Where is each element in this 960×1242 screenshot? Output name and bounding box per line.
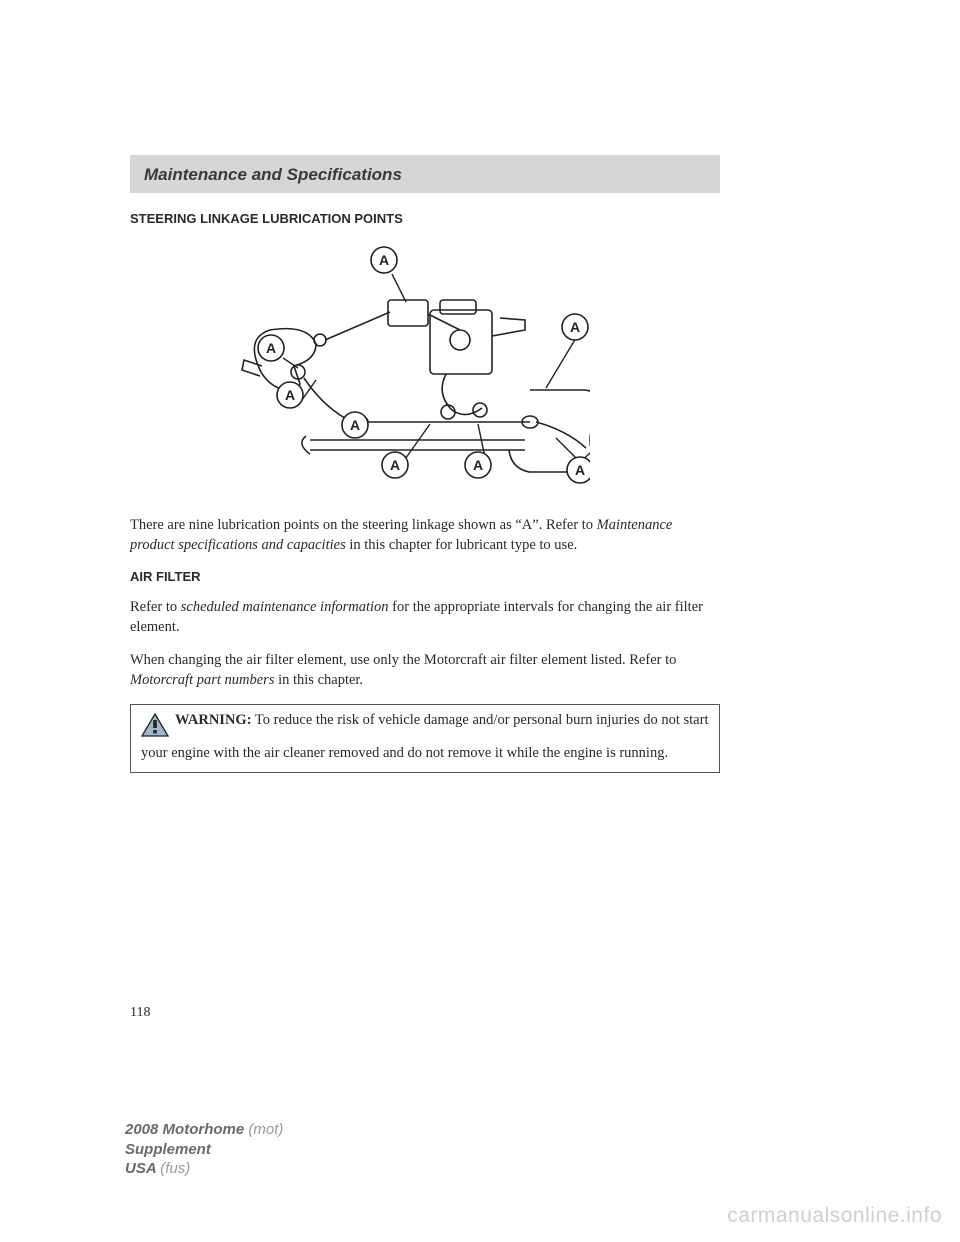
heading-steering-linkage: STEERING LINKAGE LUBRICATION POINTS bbox=[130, 211, 720, 226]
text: Refer to bbox=[130, 599, 181, 615]
footer-line-2: Supplement bbox=[125, 1140, 283, 1160]
svg-text:A: A bbox=[473, 457, 483, 473]
warning-label: WARNING: bbox=[175, 712, 252, 728]
heading-air-filter: AIR FILTER bbox=[130, 569, 720, 584]
warning-box: WARNING: To reduce the risk of vehicle d… bbox=[130, 704, 720, 772]
watermark: carmanualsonline.info bbox=[727, 1204, 942, 1228]
text: When changing the air filter element, us… bbox=[130, 652, 676, 668]
steering-linkage-diagram: A A A A A A A A bbox=[130, 240, 590, 500]
warning-content: WARNING: To reduce the risk of vehicle d… bbox=[141, 712, 708, 761]
svg-text:A: A bbox=[285, 387, 295, 403]
page-number: 118 bbox=[130, 1005, 150, 1021]
text: in this chapter. bbox=[274, 672, 363, 688]
footer-line-3: USA (fus) bbox=[125, 1159, 283, 1179]
svg-text:A: A bbox=[350, 417, 360, 433]
footer-code: (mot) bbox=[248, 1121, 283, 1138]
page-content: Maintenance and Specifications STEERING … bbox=[130, 155, 720, 773]
svg-text:A: A bbox=[266, 340, 276, 356]
svg-text:A: A bbox=[379, 252, 389, 268]
section-header-title: Maintenance and Specifications bbox=[144, 165, 402, 184]
svg-text:A: A bbox=[390, 457, 400, 473]
footer: 2008 Motorhome (mot) Supplement USA (fus… bbox=[125, 1120, 283, 1179]
svg-text:A: A bbox=[570, 319, 580, 335]
footer-model: 2008 Motorhome bbox=[125, 1121, 248, 1138]
warning-icon bbox=[141, 713, 169, 744]
para-lubrication-points: There are nine lubrication points on the… bbox=[130, 516, 720, 555]
para-air-filter-interval: Refer to scheduled maintenance informati… bbox=[130, 598, 720, 637]
footer-line-1: 2008 Motorhome (mot) bbox=[125, 1120, 283, 1140]
text-italic: scheduled maintenance information bbox=[181, 599, 389, 615]
text: There are nine lubrication points on the… bbox=[130, 517, 597, 533]
text: in this chapter for lubricant type to us… bbox=[346, 537, 578, 553]
para-air-filter-element: When changing the air filter element, us… bbox=[130, 651, 720, 690]
section-header-bar: Maintenance and Specifications bbox=[130, 155, 720, 193]
footer-supplement: Supplement bbox=[125, 1141, 211, 1158]
text-italic: Motorcraft part numbers bbox=[130, 672, 274, 688]
footer-region: USA bbox=[125, 1160, 160, 1177]
footer-region-code: (fus) bbox=[160, 1160, 190, 1177]
svg-text:A: A bbox=[575, 462, 585, 478]
